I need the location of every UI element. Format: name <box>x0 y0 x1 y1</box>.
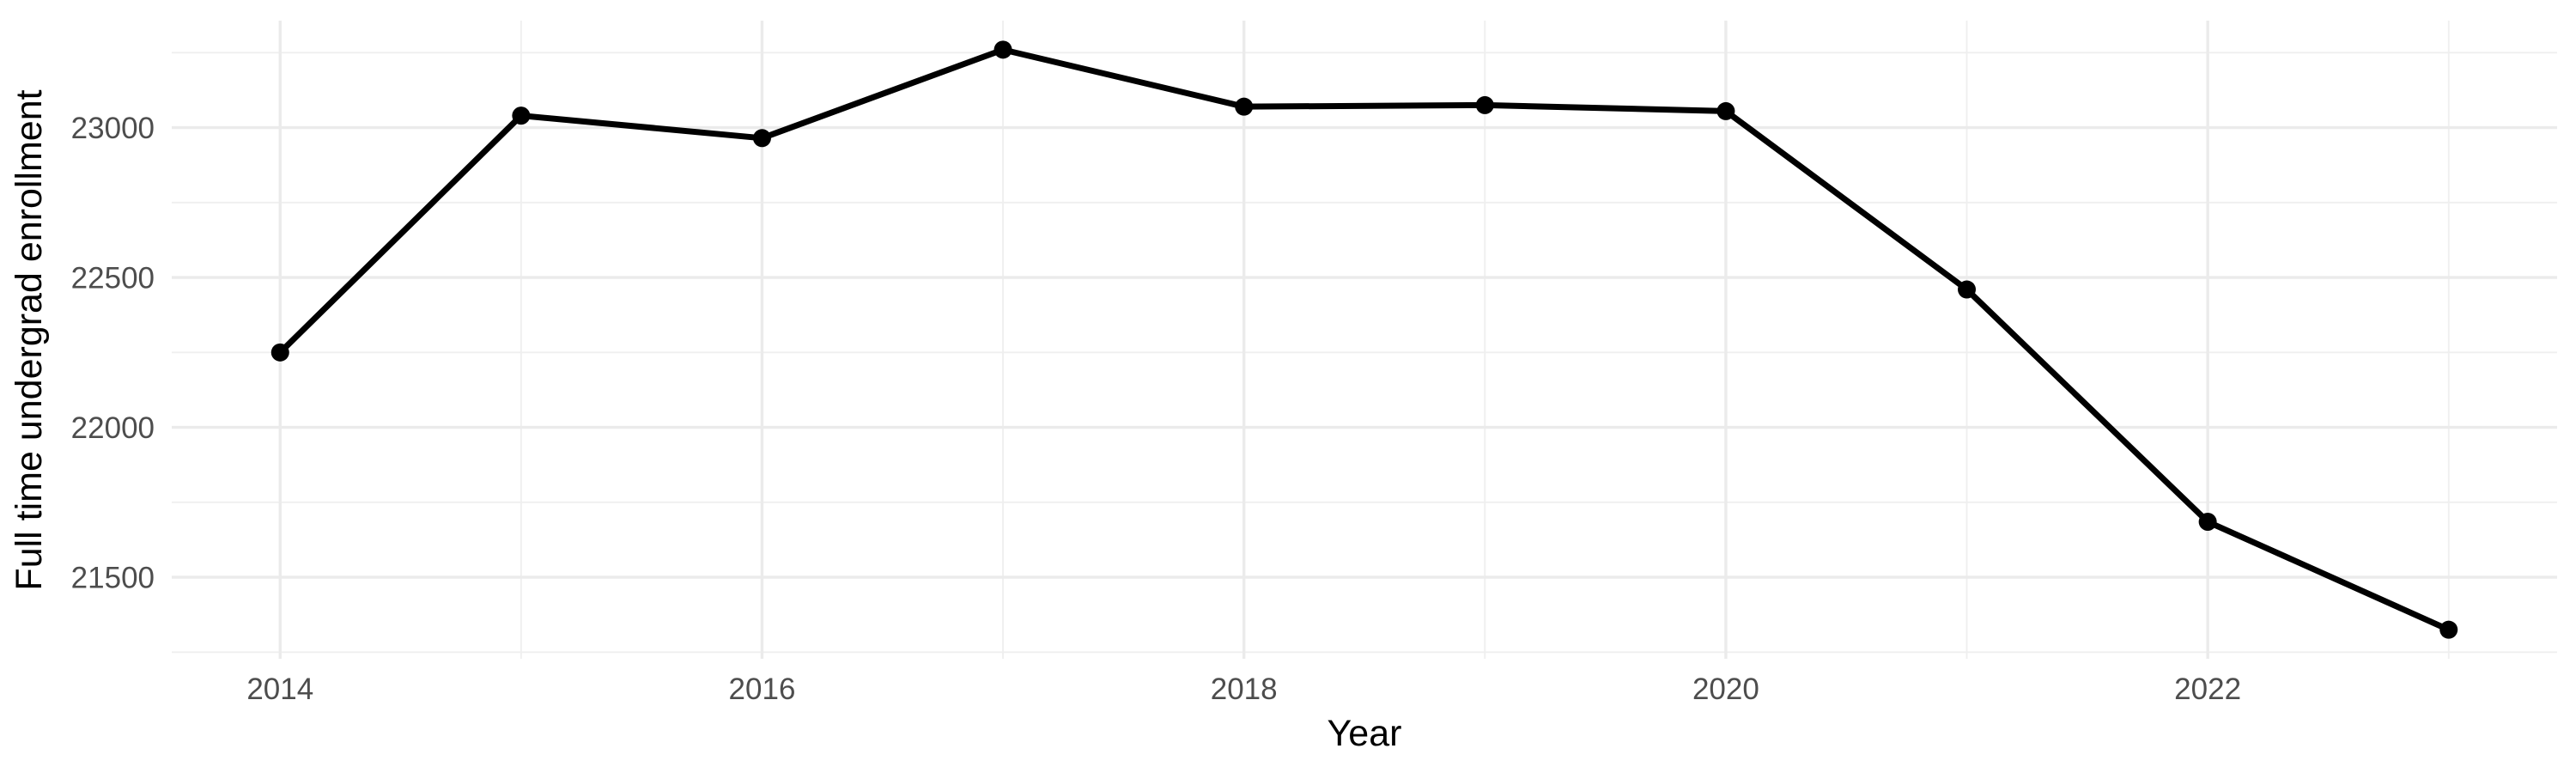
y-tick-label-22000: 22000 <box>71 411 155 445</box>
x-tick-label-2014: 2014 <box>246 673 313 706</box>
data-point-2016 <box>752 129 771 148</box>
data-point-2018 <box>1235 97 1254 116</box>
data-point-2021 <box>1958 280 1977 299</box>
data-point-2023 <box>2439 620 2458 639</box>
x-tick-label-2020: 2020 <box>1692 673 1759 706</box>
data-point-2017 <box>993 40 1012 59</box>
data-point-2019 <box>1475 95 1494 114</box>
x-tick-label-2016: 2016 <box>729 673 796 706</box>
y-tick-label-23000: 23000 <box>71 112 155 145</box>
x-tick-label-2018: 2018 <box>1211 673 1278 706</box>
x-axis-title: Year <box>1327 713 1402 754</box>
y-tick-label-21500: 21500 <box>71 562 155 595</box>
data-point-2020 <box>1716 101 1735 120</box>
y-axis-title: Full time undergrad enrollment <box>9 89 50 590</box>
tick-label-layer: 23000 22500 22000 21500 2014 2016 2018 2020 2022 <box>71 112 2241 706</box>
series-line <box>276 46 2452 633</box>
data-point-2014 <box>270 343 289 362</box>
y-tick-label-22500: 22500 <box>71 262 155 295</box>
grid-layer <box>172 21 2557 659</box>
series-layer <box>270 40 2458 639</box>
x-tick-label-2022: 2022 <box>2174 673 2241 706</box>
data-point-2022 <box>2198 513 2217 532</box>
data-point-2015 <box>512 107 531 125</box>
